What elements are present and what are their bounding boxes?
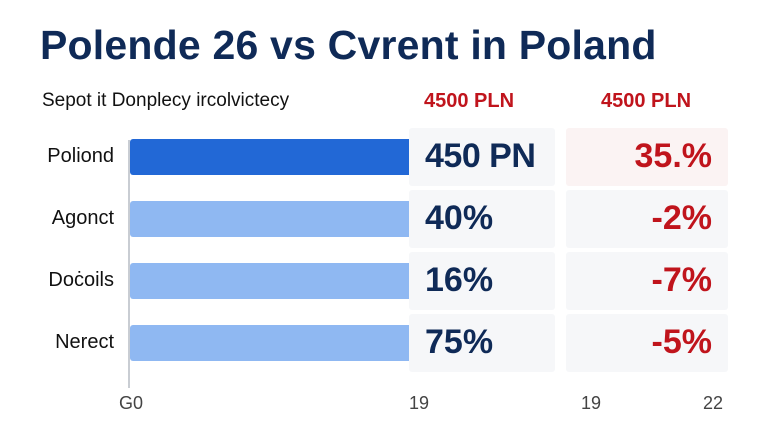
bar	[130, 263, 428, 299]
x-tick-label: 19	[581, 393, 602, 413]
data-label: 16%	[425, 261, 494, 299]
category-label: Agonct	[51, 207, 114, 229]
change-cell	[566, 190, 728, 248]
page-title: Polende 26 vs Cvrent in Poland	[40, 22, 657, 68]
y-axis-line	[128, 140, 130, 388]
x-tick-label: 22	[703, 393, 724, 413]
change-label: -2%	[651, 199, 712, 237]
change-label: 35.%	[634, 137, 713, 175]
change-label: -5%	[651, 323, 712, 361]
change-cell	[566, 252, 728, 310]
value-cell	[409, 190, 555, 248]
column-header-2: 4500 PLN	[601, 90, 692, 112]
data-label: 450 PN	[425, 137, 536, 175]
x-tick-label: G0	[119, 393, 144, 413]
value-cell	[409, 128, 555, 186]
bar	[130, 325, 451, 361]
column-header-1: 4500 PLN	[424, 90, 515, 112]
data-label: 40%	[425, 199, 494, 237]
x-tick-label: 19	[409, 393, 430, 413]
data-label: 75%	[425, 323, 494, 361]
change-cell	[566, 314, 728, 372]
category-label: Poliond	[47, 145, 114, 167]
value-cell	[409, 314, 555, 372]
bar	[130, 201, 435, 237]
category-label: Nerect	[55, 331, 114, 353]
change-cell	[566, 128, 728, 186]
change-label: -7%	[651, 261, 712, 299]
value-cell	[409, 252, 555, 310]
category-label: Dоċoils	[48, 269, 114, 291]
chart-subtitle: Sepot it Donplecy ircolvictecy	[42, 90, 290, 111]
